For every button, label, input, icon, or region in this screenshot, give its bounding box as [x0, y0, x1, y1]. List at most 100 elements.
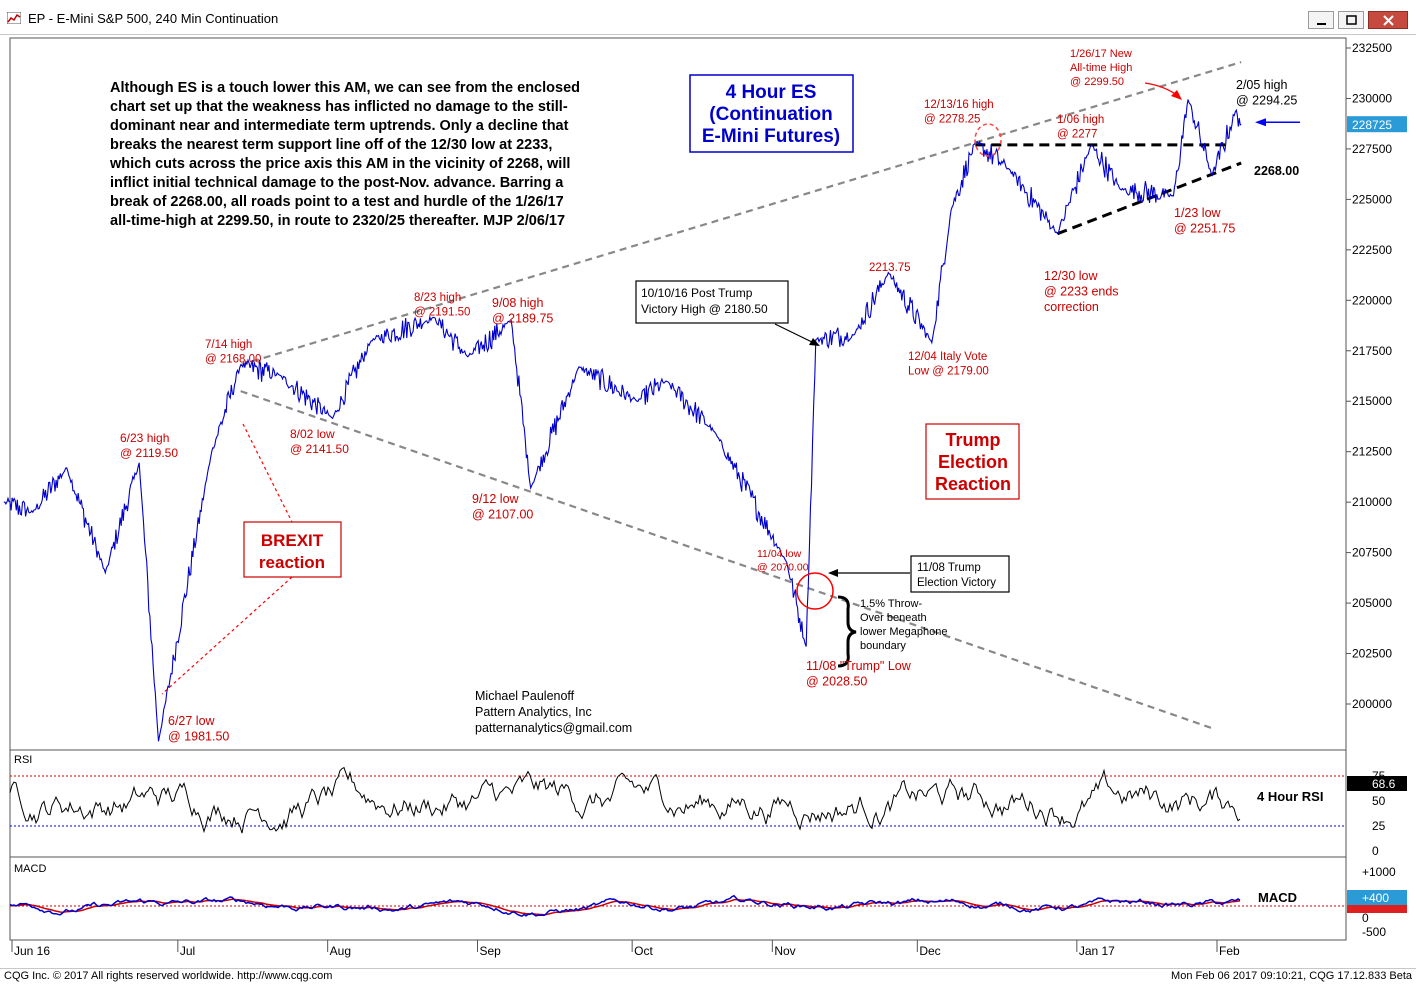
annotation-label: 9/08 high [492, 296, 543, 310]
annotation-label: @ 2277 [1057, 129, 1097, 141]
annotation-label: 10/10/16 Post Trump [641, 286, 753, 300]
price-axis-label: 205000 [1352, 596, 1392, 610]
x-axis-label: Dec [919, 944, 940, 958]
annotation-label: Election Victory [917, 577, 996, 589]
rsi-series-line [9, 766, 1241, 834]
annotation-label: 2268.00 [1254, 164, 1299, 178]
commentary-line: breaks the nearest term support line off… [110, 137, 552, 153]
annotation-label: @ 2278.25 [924, 114, 980, 126]
december-high-circle [974, 123, 1002, 157]
annotation-label: 1.5% Throw- [860, 598, 922, 610]
annotation-label: Trump [945, 430, 1000, 450]
price-axis-label: 220000 [1352, 293, 1392, 307]
annotation-label: @ 2119.50 [120, 446, 178, 460]
title-box-line: 4 Hour ES [726, 82, 817, 103]
macd-current-value: +400 [1362, 891, 1389, 905]
macd-axis-label: -500 [1362, 925, 1386, 939]
macd-panel-label: MACD [14, 863, 46, 875]
x-axis-label: Jul [180, 944, 195, 958]
annotation-label: lower Megaphone [860, 626, 947, 638]
annotation-label: @ 2168.00 [205, 354, 261, 366]
macd-series-name: MACD [1258, 890, 1297, 905]
commentary-line: all-time-high at 2299.50, in route to 23… [110, 213, 565, 229]
x-axis-label: Oct [634, 944, 653, 958]
price-axis-label: 202500 [1352, 647, 1392, 661]
trendline-1 [240, 61, 1242, 366]
macd-current-tag [1347, 890, 1407, 905]
rsi-panel [9, 749, 1347, 858]
commentary-line: Although ES is a touch lower this AM, we… [110, 80, 580, 96]
rsi-axis-label: 25 [1372, 819, 1386, 833]
maximize-button[interactable] [1338, 11, 1364, 29]
status-bar: CQG Inc. © 2017 All rights reserved worl… [0, 968, 1416, 985]
commentary-line: which cuts across the price axis this AM… [109, 156, 570, 172]
window-title: EP - E-Mini S&P 500, 240 Min Continuatio… [28, 11, 279, 26]
annotation-label: @ 2294.25 [1236, 94, 1297, 108]
annotation-label: @ 2251.75 [1174, 222, 1235, 236]
minimize-button[interactable] [1308, 11, 1334, 29]
annotation-label: Over beneath [860, 612, 927, 624]
macd-panel [9, 856, 1347, 941]
trendline-2 [240, 390, 1213, 730]
annotation-label: correction [1044, 300, 1099, 314]
annotation-label: 12/13/16 high [924, 99, 994, 111]
price-axis-label: 227500 [1352, 142, 1392, 156]
x-axis-label: Sep [480, 944, 502, 958]
maximize-icon [1346, 15, 1357, 25]
annotation-label: 1/26/17 New [1070, 48, 1132, 60]
rsi-axis-label: 0 [1372, 844, 1379, 858]
annotation-label: 1/23 low [1174, 206, 1222, 220]
macd-axis-label: +1000 [1362, 865, 1396, 879]
x-axis-label: Nov [774, 944, 795, 958]
x-axis-label: Jun 16 [14, 944, 50, 958]
price-axis-label: 207500 [1352, 546, 1392, 560]
brexit-pointer-line [242, 423, 293, 523]
annotation-label: 12/04 Italy Vote [908, 351, 987, 363]
window-titlebar: EP - E-Mini S&P 500, 240 Min Continuatio… [0, 0, 1416, 35]
macd-signal-tag [1347, 905, 1407, 913]
annotation-label: @ 2191.50 [414, 307, 470, 319]
annotation-label: @ 2299.50 [1070, 76, 1124, 88]
annotation-label: BREXIT [261, 531, 324, 550]
price-axis-label: 210000 [1352, 495, 1392, 509]
annotation-label: Reaction [935, 474, 1011, 494]
annotation-label: @ 1981.50 [168, 730, 229, 744]
annotation-box [925, 423, 1020, 500]
price-axis-label: 222500 [1352, 243, 1392, 257]
rsi-axis-label: 50 [1372, 794, 1386, 808]
macd-axis-label: 0 [1362, 911, 1369, 925]
annotation-label: 1/06 high [1057, 114, 1104, 126]
annotation-label: 11/08 Trump [917, 562, 981, 574]
rsi-panel-label: RSI [14, 754, 32, 766]
annotation-label: 11/04 low [757, 548, 802, 560]
x-axis-label: Feb [1219, 944, 1240, 958]
current-price-tag [1347, 116, 1407, 133]
annotation-label: @ 2141.50 [290, 442, 349, 456]
price-axis-label: 212500 [1352, 445, 1392, 459]
annotation-label: @ 2107.00 [472, 508, 533, 522]
brexit-pointer-line [161, 576, 293, 695]
author-line: Michael Paulenoff [475, 689, 575, 703]
price-axis-label: 217500 [1352, 344, 1392, 358]
annotation-box [635, 280, 789, 324]
annotation-label: Election [938, 452, 1008, 472]
rsi-current-tag [1347, 776, 1407, 791]
trump-low-circle [796, 572, 834, 610]
annotation-label: 6/27 low [168, 714, 216, 728]
title-box [689, 74, 854, 153]
close-button[interactable] [1368, 11, 1408, 29]
annotation-label: Victory High @ 2180.50 [641, 302, 768, 316]
annotation-label: All-time High [1070, 62, 1132, 74]
close-icon [1383, 15, 1394, 26]
annotation-label: 9/12 low [472, 492, 520, 506]
current-price-label: 228725 [1352, 118, 1392, 132]
commentary-line: chart set up that the weakness has infli… [110, 99, 568, 115]
annotation-label: reaction [259, 553, 325, 572]
macd-series-line [9, 894, 1241, 918]
price-series-line [3, 99, 1242, 742]
price-axis-label: 215000 [1352, 394, 1392, 408]
price-axis-label: 225000 [1352, 192, 1392, 206]
x-axis-label: Aug [330, 944, 351, 958]
commentary-line: break of 2268.00, all roads point to a t… [110, 194, 564, 210]
annotation-label: Low @ 2179.00 [908, 366, 989, 378]
